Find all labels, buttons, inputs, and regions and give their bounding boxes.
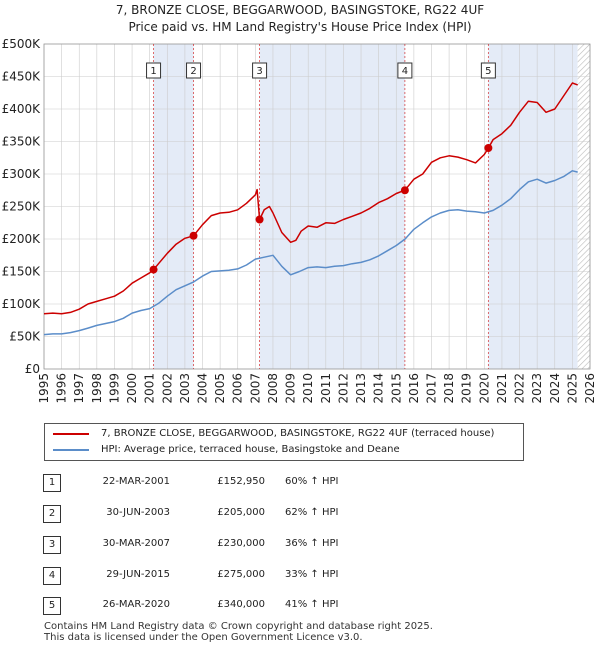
y-tick-label: £500K	[2, 37, 42, 51]
sale-marker-box	[252, 62, 268, 79]
x-tick-label: 2009	[284, 373, 298, 404]
plot-frame	[43, 43, 591, 370]
x-tick-label: 2007	[248, 373, 262, 404]
legend-swatch-hpi	[53, 449, 89, 451]
x-tick-label: 2012	[336, 373, 350, 404]
x-tick-label: 2026	[583, 373, 597, 404]
y-tick-label: £50K	[9, 330, 41, 344]
sale-marker-label: 1	[150, 66, 156, 77]
x-tick-label: 2015	[389, 373, 403, 404]
x-tick-label: 2006	[231, 373, 245, 404]
sale-number: 3	[43, 536, 61, 554]
y-tick-label: £250K	[2, 200, 42, 214]
series-line-hpi	[43, 170, 578, 336]
sale-marker-label: 3	[256, 66, 262, 77]
sale-price: £340,000	[217, 599, 265, 610]
sale-date: 26-MAR-2020	[102, 599, 170, 610]
sale-price: £205,000	[217, 507, 265, 518]
x-tick-label: 1995	[37, 373, 51, 404]
x-tick-label: 2001	[143, 373, 157, 404]
x-tick-label: 2023	[530, 373, 544, 404]
x-tick-label: 2000	[125, 373, 139, 404]
sale-hpi-diff: 60% ↑ HPI	[285, 476, 339, 487]
sale-date: 30-MAR-2007	[102, 538, 170, 549]
y-tick-label: £150K	[2, 265, 42, 279]
sale-date: 22-MAR-2001	[102, 476, 170, 487]
sale-number: 1	[43, 474, 61, 492]
sale-point	[149, 265, 158, 274]
sale-number: 5	[43, 597, 61, 615]
sale-marker-label: 5	[485, 66, 491, 77]
legend-item-hpi: HPI: Average price, terraced house, Basi…	[53, 442, 400, 458]
sale-point	[189, 231, 198, 240]
x-tick-label: 2005	[213, 373, 227, 404]
sale-marker-label: 4	[402, 66, 408, 77]
x-tick-label: 2016	[407, 373, 421, 404]
x-tick-label: 1999	[107, 373, 121, 404]
footer-copyright: Contains HM Land Registry data © Crown c…	[44, 621, 433, 632]
legend-swatch-property	[53, 433, 89, 435]
sale-point	[400, 186, 409, 195]
x-tick-label: 2002	[160, 373, 174, 404]
y-tick-label: £0	[25, 362, 40, 376]
x-tick-label: 2003	[178, 373, 192, 404]
legend-label-hpi: HPI: Average price, terraced house, Basi…	[101, 444, 400, 455]
sale-date: 29-JUN-2015	[106, 569, 170, 580]
x-tick-label: 2019	[460, 373, 474, 404]
chart-title: 7, BRONZE CLOSE, BEGGARWOOD, BASINGSTOKE…	[115, 3, 485, 17]
sale-hpi-diff: 62% ↑ HPI	[285, 507, 339, 518]
x-tick-label: 1996	[55, 373, 69, 404]
sale-marker-label: 2	[190, 66, 196, 77]
x-tick-label: 2020	[477, 373, 491, 404]
sale-number: 4	[43, 567, 61, 585]
sale-number: 2	[43, 505, 61, 523]
y-tick-label: £400K	[2, 102, 42, 116]
y-tick-label: £350K	[2, 135, 42, 149]
x-tick-label: 1997	[72, 373, 86, 404]
sale-price: £275,000	[217, 569, 265, 580]
x-tick-label: 1998	[90, 373, 104, 404]
x-tick-label: 2017	[424, 373, 438, 404]
x-tick-label: 2014	[372, 373, 386, 404]
y-tick-label: £200K	[2, 232, 42, 246]
sale-date: 30-JUN-2003	[106, 507, 170, 518]
y-tick-label: £450K	[2, 70, 42, 84]
sale-point	[255, 215, 264, 224]
x-tick-label: 2010	[301, 373, 315, 404]
x-tick-label: 2025	[565, 373, 579, 404]
chart-subtitle: Price paid vs. HM Land Registry's House …	[128, 20, 472, 34]
x-tick-label: 2008	[266, 373, 280, 404]
sale-marker-box	[186, 62, 202, 79]
x-tick-label: 2013	[354, 373, 368, 404]
x-tick-label: 2011	[319, 373, 333, 404]
x-tick-label: 2004	[196, 373, 210, 404]
sale-point	[484, 144, 493, 152]
x-tick-label: 2021	[495, 373, 509, 404]
legend: 7, BRONZE CLOSE, BEGGARWOOD, BASINGSTOKE…	[44, 423, 524, 461]
x-tick-label: 2024	[548, 373, 562, 404]
legend-item-property: 7, BRONZE CLOSE, BEGGARWOOD, BASINGSTOKE…	[53, 426, 494, 442]
sale-marker-box	[397, 62, 413, 79]
sale-hpi-diff: 41% ↑ HPI	[285, 599, 339, 610]
legend-label-property: 7, BRONZE CLOSE, BEGGARWOOD, BASINGSTOKE…	[101, 428, 495, 439]
sale-hpi-diff: 36% ↑ HPI	[285, 538, 339, 549]
x-tick-label: 2022	[513, 373, 527, 404]
sale-marker-box	[480, 62, 496, 79]
sale-marker-box	[146, 62, 162, 79]
sale-hpi-diff: 33% ↑ HPI	[285, 569, 339, 580]
x-tick-label: 2018	[442, 373, 456, 404]
sale-price: £152,950	[217, 476, 265, 487]
sale-price: £230,000	[217, 538, 265, 549]
footer-licence: This data is licensed under the Open Gov…	[44, 632, 363, 643]
footer: Contains HM Land Registry data © Crown c…	[44, 621, 433, 643]
y-tick-label: £300K	[2, 167, 42, 181]
y-tick-label: £100K	[2, 297, 42, 311]
price-chart: £0 £50K £100K £150K £200K £250K £300K £350K £400…	[2, 37, 597, 404]
